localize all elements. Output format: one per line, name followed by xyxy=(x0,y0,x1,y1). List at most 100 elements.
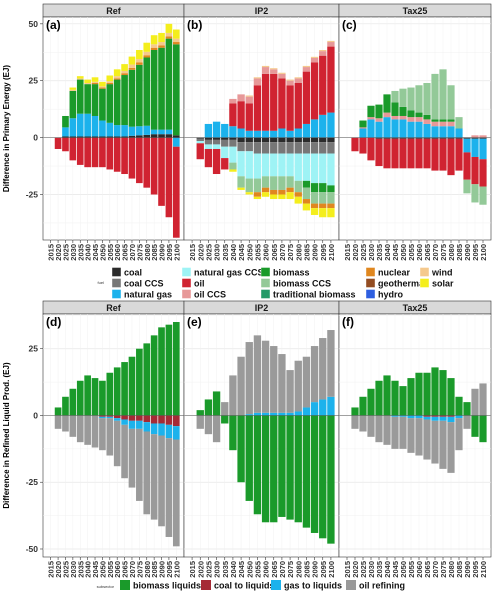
bar-natural-gas xyxy=(128,126,136,136)
bar-biomass-liquids xyxy=(196,410,204,416)
bar-nuclear xyxy=(91,82,99,85)
bar-nuclear xyxy=(158,45,165,48)
bar-biomass-liquids xyxy=(375,380,383,416)
x-tick-label: 2070 xyxy=(431,561,440,578)
bar-coal xyxy=(278,137,286,143)
bar-natural-gas-CCS xyxy=(261,153,270,177)
bar-nuclear xyxy=(327,203,335,209)
legend-label: coal CCS xyxy=(124,279,164,289)
x-tick-label: 2045 xyxy=(91,244,100,261)
bar-coal xyxy=(158,134,165,138)
bar-nuclear xyxy=(143,55,151,58)
bar-biomass xyxy=(415,112,423,118)
legend-label: natural gas CCS xyxy=(194,268,264,278)
bar-oil-refining xyxy=(128,428,136,488)
legend-swatch xyxy=(365,267,376,277)
bar-natural-gas xyxy=(463,138,471,153)
bar-oil-refining xyxy=(113,420,121,467)
bar-oil xyxy=(407,138,415,169)
bar-biomass-CCS xyxy=(439,69,447,120)
bar-biomass-liquids xyxy=(158,327,165,416)
panel-b: IP2(b)2015 2020 2025 2030 2035 2040 2045 2050 20… xyxy=(183,3,340,261)
legend-label: oil CCS xyxy=(194,290,226,300)
bar-oil-refining xyxy=(423,419,431,460)
bar-wind xyxy=(261,65,270,68)
plot-area xyxy=(338,313,492,558)
bar-coal xyxy=(415,137,423,139)
legend-label: coal to liquids xyxy=(214,581,275,591)
x-tick-label: 2070 xyxy=(278,244,287,261)
bar-solar xyxy=(69,87,77,90)
legend-swatch xyxy=(346,580,356,590)
bar-solar xyxy=(76,76,84,79)
x-tick-label: 2080 xyxy=(294,244,303,261)
bar-biomass-CCS xyxy=(463,179,471,194)
bar-biomass xyxy=(128,69,136,127)
x-tick-label: 2030 xyxy=(69,561,78,578)
legend-swatch xyxy=(181,289,192,299)
x-tick-label: 2020 xyxy=(54,244,63,261)
bar-coal-CCS xyxy=(270,142,278,154)
bar-oil-CCS xyxy=(261,67,270,74)
x-tick-label: 2070 xyxy=(128,244,137,261)
bar-nuclear xyxy=(278,189,286,195)
bar-nuclear xyxy=(136,62,143,65)
bar-biomass-CCS xyxy=(327,192,335,204)
bar-biomass xyxy=(447,119,455,122)
bar-coal xyxy=(447,137,455,139)
bar-biomass-liquids xyxy=(327,415,335,544)
facet-strip-label: Ref xyxy=(106,6,122,16)
bar-gas-to-liquids xyxy=(431,416,439,421)
bar-natural-gas xyxy=(204,123,213,138)
x-tick-label: 2050 xyxy=(399,244,408,261)
bar-oil xyxy=(319,55,327,115)
bar-solar xyxy=(106,75,114,82)
bar-oil-refining xyxy=(261,340,270,413)
bar-coal xyxy=(245,137,253,143)
bar-oil-refining xyxy=(391,416,399,449)
bar-coal-CCS xyxy=(319,142,327,154)
bar-solar xyxy=(278,194,286,200)
bar-natural-gas xyxy=(447,126,455,138)
bar-oil-refining xyxy=(91,415,99,448)
bar-gas-to-liquids xyxy=(143,422,151,432)
bar-biomass-liquids xyxy=(113,367,121,416)
bar-biomass-liquids xyxy=(150,335,158,416)
bar-oil xyxy=(143,137,151,188)
bar-solar xyxy=(253,196,262,200)
bar-natural-gas xyxy=(359,128,367,138)
bar-gas-to-liquids xyxy=(165,424,173,439)
bar-biomass-liquids xyxy=(143,343,151,416)
legend-label: oil xyxy=(194,279,205,289)
x-tick-label: 2045 xyxy=(391,244,400,261)
bar-biomass-liquids xyxy=(351,407,359,416)
bar-natural-gas-CCS xyxy=(245,151,253,179)
x-tick-label: 2085 xyxy=(302,244,311,261)
bar-nuclear xyxy=(172,42,180,45)
y-tick-label: 0 xyxy=(33,133,38,143)
legend-label: coal xyxy=(124,268,142,278)
legend-label: hydro xyxy=(378,290,404,300)
bar-coal xyxy=(407,137,415,139)
bar-biomass-liquids xyxy=(415,372,423,416)
bar-gas-to-liquids xyxy=(253,412,262,416)
bar-solar xyxy=(302,203,311,211)
bar-coal-CCS xyxy=(196,138,204,142)
bar-natural-gas xyxy=(143,125,151,135)
x-tick-label: 2095 xyxy=(471,244,480,261)
bar-gas-to-liquids xyxy=(128,420,136,429)
x-tick-label: 2060 xyxy=(113,244,122,261)
bar-oil xyxy=(221,158,229,170)
x-tick-label: 2035 xyxy=(221,244,230,261)
bar-biomass-CCS xyxy=(270,176,278,190)
x-tick-label: 2035 xyxy=(76,244,85,261)
bar-coal-CCS xyxy=(302,142,311,154)
facet-strip-label: Tax25 xyxy=(403,6,428,16)
bar-coal-CCS xyxy=(327,142,335,154)
x-tick-label: 2020 xyxy=(351,561,360,578)
bar-oil xyxy=(136,137,143,184)
bar-biomass-liquids xyxy=(286,415,294,520)
bar-biomass xyxy=(62,115,69,128)
bar-oil xyxy=(212,148,221,175)
bar-biomass xyxy=(391,102,399,116)
